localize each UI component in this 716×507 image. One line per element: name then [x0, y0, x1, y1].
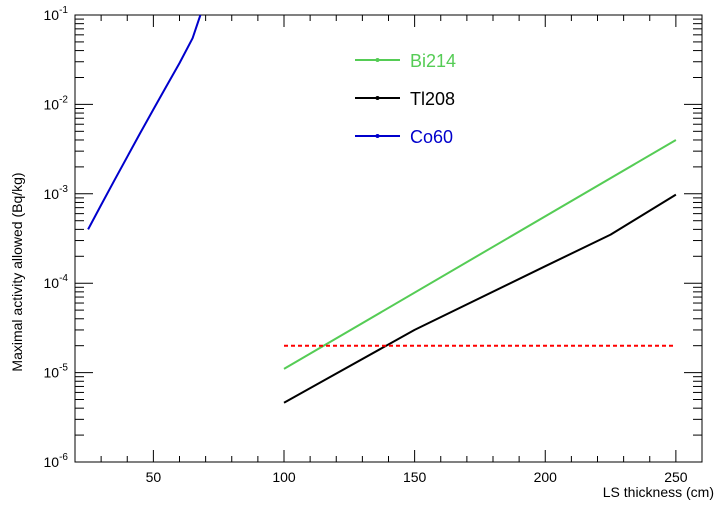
series-line-tl208: [283, 193, 677, 404]
legend-marker: [375, 134, 380, 138]
legend: Bi214 Tl208 Co60: [355, 51, 456, 147]
y-tick-label: 10-5: [44, 363, 69, 381]
y-tick-label: 10-4: [44, 273, 69, 291]
legend-label: Tl208: [410, 89, 455, 109]
x-axis-title: LS thickness (cm): [603, 484, 714, 500]
legend-label: Bi214: [410, 51, 456, 71]
y-tick-label: 10-1: [44, 5, 69, 23]
series-line-co60: [87, 14, 202, 230]
x-tick-label: 100: [272, 469, 296, 485]
legend-label: Co60: [410, 127, 453, 147]
x-tick-label: 150: [403, 469, 427, 485]
y-axis: 10-6 10-5 10-4 10-3 10-2 10-1: [44, 5, 702, 470]
x-tick-label: 200: [534, 469, 558, 485]
series-layer: [87, 14, 677, 404]
y-tick-label: 10-2: [44, 94, 69, 112]
y-tick-label: 10-6: [44, 452, 69, 470]
series-line-bi214: [283, 139, 677, 370]
y-axis-title: Maximal activity allowed (Bq/kg): [9, 172, 25, 371]
legend-marker: [375, 58, 380, 62]
x-tick-label: 250: [664, 469, 688, 485]
y-tick-label: 10-3: [44, 184, 69, 202]
x-tick-label: 50: [146, 469, 162, 485]
x-axis: 50 100 150 200 250: [100, 15, 688, 485]
legend-marker: [375, 96, 380, 100]
